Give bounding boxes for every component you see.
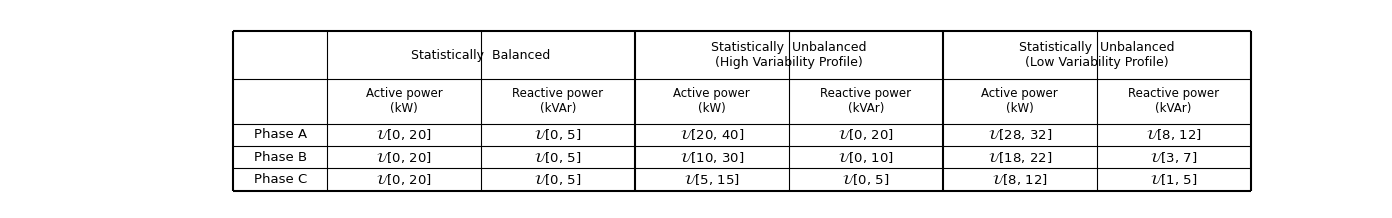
Text: $\mathcal{U}$[20, 40]: $\mathcal{U}$[20, 40] [679, 127, 743, 142]
Text: $\mathcal{U}$[0, 5]: $\mathcal{U}$[0, 5] [842, 172, 889, 187]
Text: $\mathcal{U}$[0, 20]: $\mathcal{U}$[0, 20] [376, 150, 432, 165]
Text: $\mathcal{U}$[3, 7]: $\mathcal{U}$[3, 7] [1150, 150, 1197, 165]
Text: Reactive power
(kVAr): Reactive power (kVAr) [1128, 87, 1219, 115]
Text: $\mathcal{U}$[0, 5]: $\mathcal{U}$[0, 5] [535, 150, 582, 165]
Text: $\mathcal{U}$[18, 22]: $\mathcal{U}$[18, 22] [987, 150, 1052, 165]
Text: Active power
(kW): Active power (kW) [981, 87, 1058, 115]
Text: $\mathcal{U}$[0, 20]: $\mathcal{U}$[0, 20] [838, 127, 894, 142]
Text: Active power
(kW): Active power (kW) [674, 87, 750, 115]
Text: Active power
(kW): Active power (kW) [366, 87, 443, 115]
Text: $\mathcal{U}$[5, 15]: $\mathcal{U}$[5, 15] [683, 172, 739, 187]
Text: Statistically  Balanced: Statistically Balanced [411, 49, 550, 62]
Text: Phase C: Phase C [253, 173, 306, 186]
Text: $\mathcal{U}$[8, 12]: $\mathcal{U}$[8, 12] [1146, 127, 1201, 142]
Text: $\mathcal{U}$[0, 10]: $\mathcal{U}$[0, 10] [838, 150, 894, 165]
Text: Statistically  Unbalanced
(High Variability Profile): Statistically Unbalanced (High Variabili… [711, 41, 867, 69]
Text: $\mathcal{U}$[0, 20]: $\mathcal{U}$[0, 20] [376, 127, 432, 142]
Text: Phase A: Phase A [253, 128, 306, 141]
Text: $\mathcal{U}$[28, 32]: $\mathcal{U}$[28, 32] [987, 127, 1052, 142]
Text: $\mathcal{U}$[0, 5]: $\mathcal{U}$[0, 5] [535, 172, 582, 187]
Text: Statistically  Unbalanced
(Low Variability Profile): Statistically Unbalanced (Low Variabilit… [1019, 41, 1175, 69]
Text: Reactive power
(kVAr): Reactive power (kVAr) [820, 87, 912, 115]
Text: Phase B: Phase B [253, 151, 306, 164]
Text: $\mathcal{U}$[10, 30]: $\mathcal{U}$[10, 30] [679, 150, 743, 165]
Text: $\mathcal{U}$[1, 5]: $\mathcal{U}$[1, 5] [1150, 172, 1197, 187]
Text: $\mathcal{U}$[0, 5]: $\mathcal{U}$[0, 5] [535, 127, 582, 142]
Text: $\mathcal{U}$[0, 20]: $\mathcal{U}$[0, 20] [376, 172, 432, 187]
Text: Reactive power
(kVAr): Reactive power (kVAr) [512, 87, 603, 115]
Text: $\mathcal{U}$[8, 12]: $\mathcal{U}$[8, 12] [991, 172, 1048, 187]
